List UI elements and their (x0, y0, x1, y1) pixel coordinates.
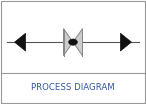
Text: PROCESS DIAGRAM: PROCESS DIAGRAM (31, 83, 115, 92)
Circle shape (69, 39, 77, 45)
Polygon shape (15, 33, 26, 51)
Polygon shape (64, 29, 73, 56)
Polygon shape (120, 33, 131, 51)
Polygon shape (73, 29, 82, 56)
